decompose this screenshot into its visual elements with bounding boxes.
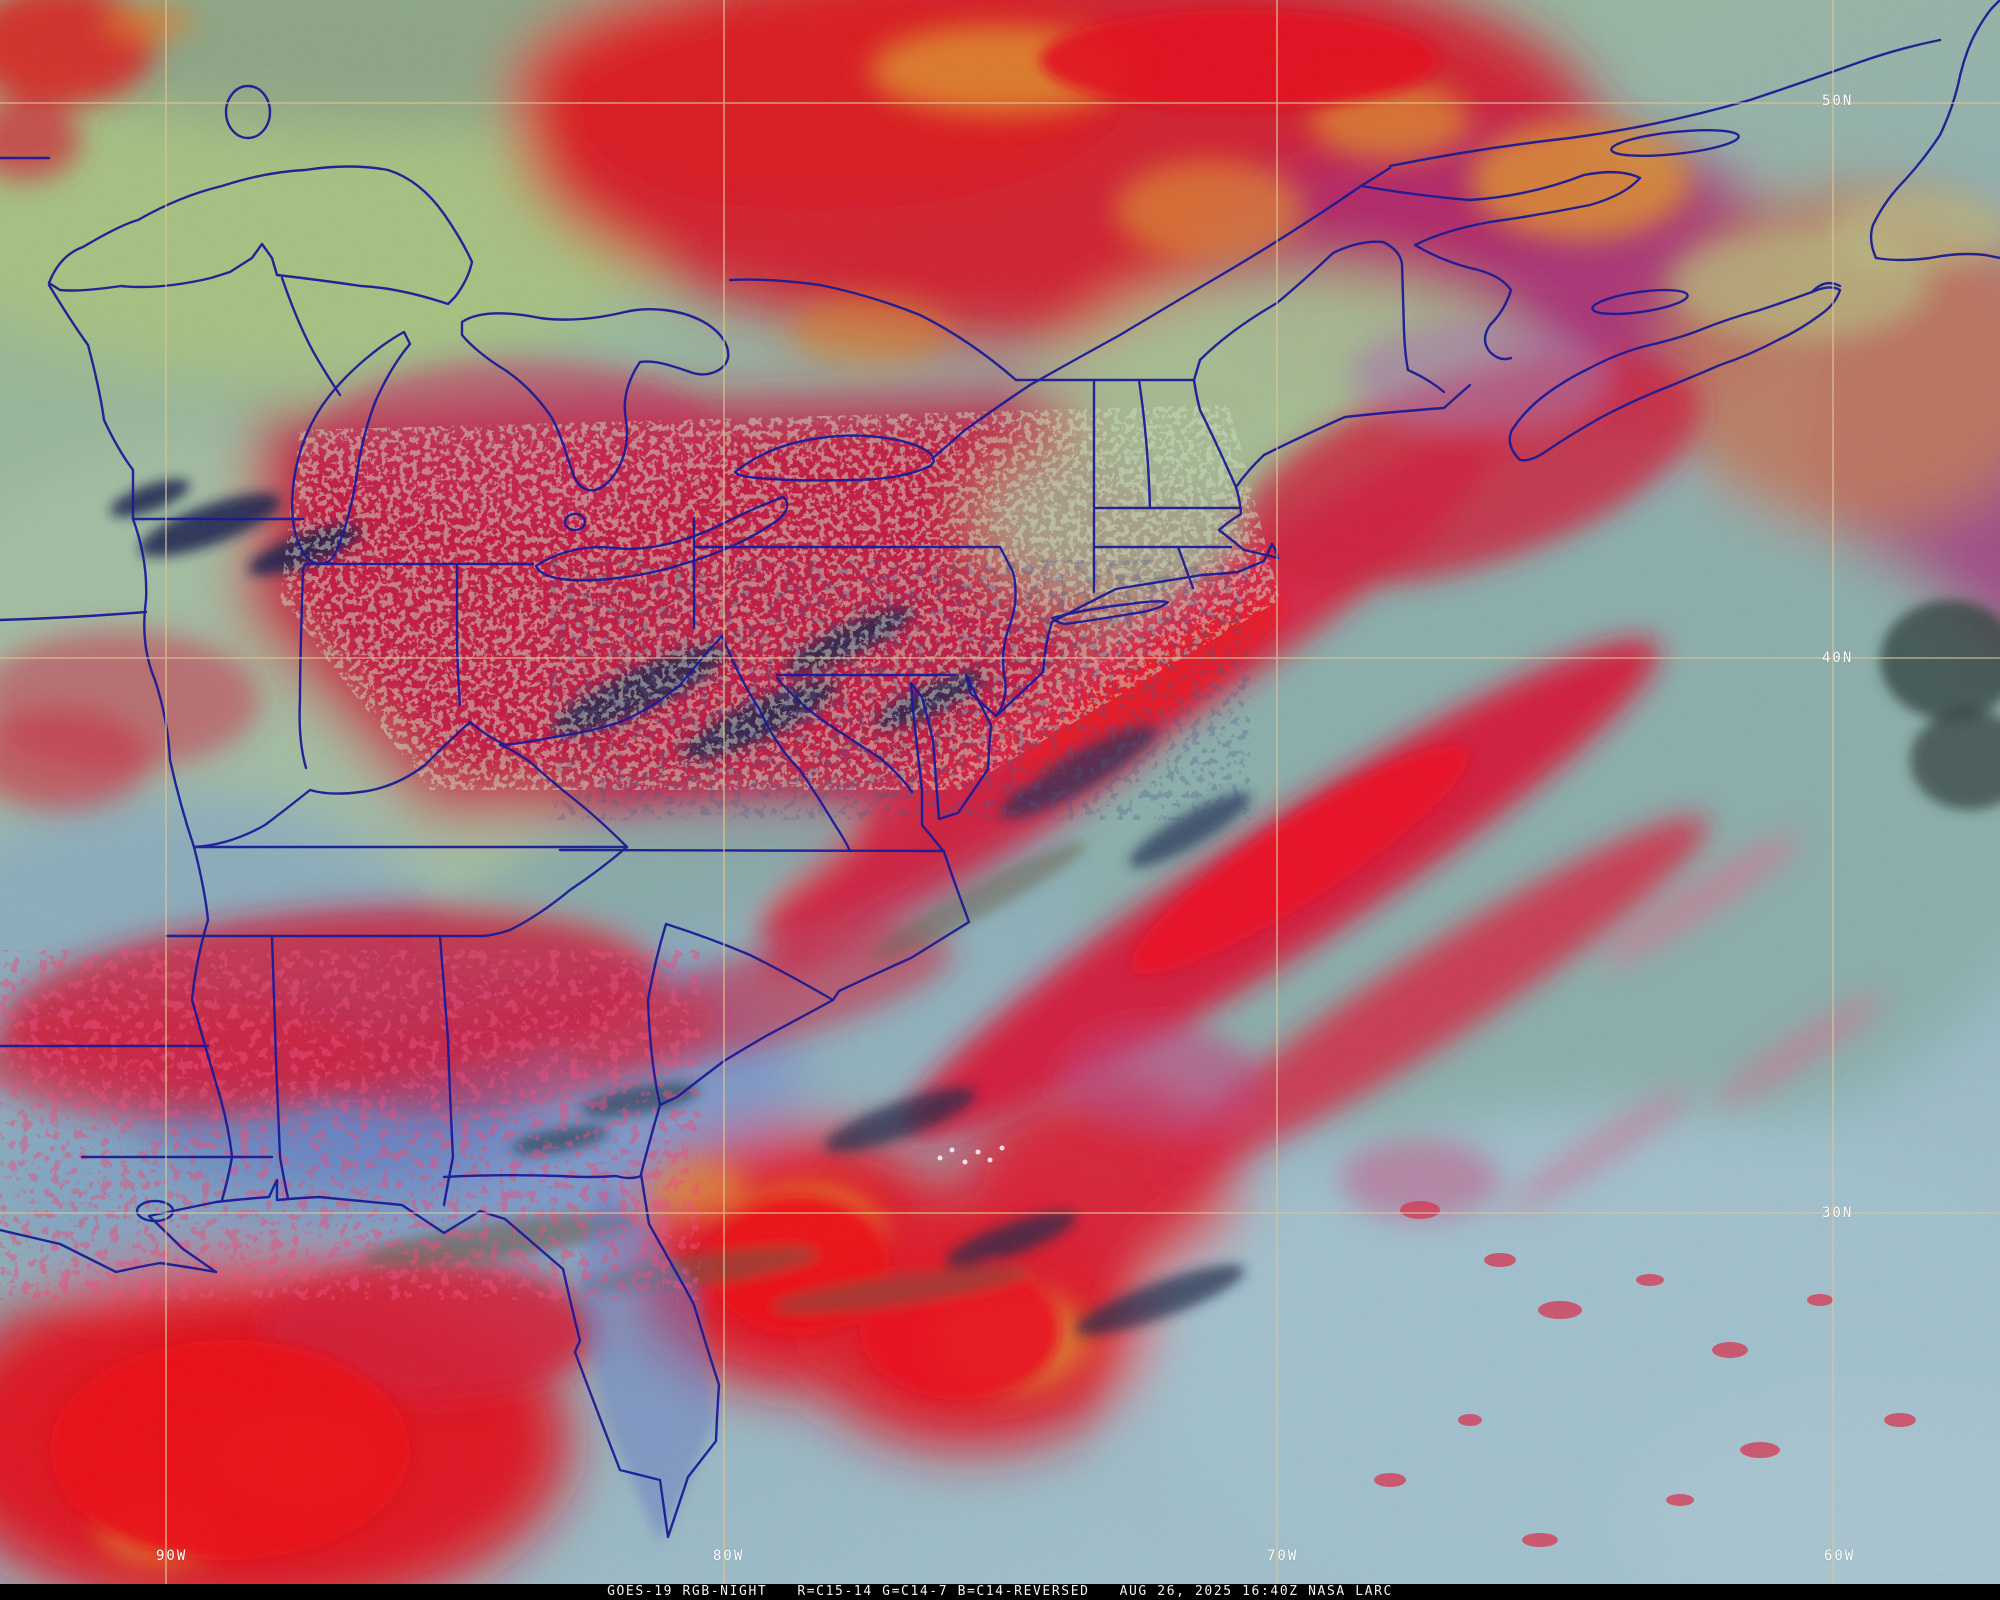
channel-recipe: R=C15-14 G=C14-7 B=C14-REVERSED xyxy=(797,1584,1090,1599)
map-borders-layer xyxy=(0,0,2000,1539)
longitude-label-90w: 90W xyxy=(156,1548,188,1564)
longitude-label-80w: 80W xyxy=(713,1548,745,1564)
latitude-label-30n: 30N xyxy=(1822,1205,1854,1221)
longitude-label-70w: 70W xyxy=(1267,1548,1299,1564)
latitude-label-50n: 50N xyxy=(1822,93,1854,109)
latitude-label-40n: 40N xyxy=(1822,650,1854,666)
timestamp-credit: AUG 26, 2025 16:40Z NASA LARC xyxy=(1119,1584,1393,1599)
status-bar: GOES-19 RGB-NIGHT R=C15-14 G=C14-7 B=C14… xyxy=(0,1584,2000,1600)
product-title: GOES-19 RGB-NIGHT xyxy=(607,1584,768,1599)
longitude-label-60w: 60W xyxy=(1824,1548,1856,1564)
